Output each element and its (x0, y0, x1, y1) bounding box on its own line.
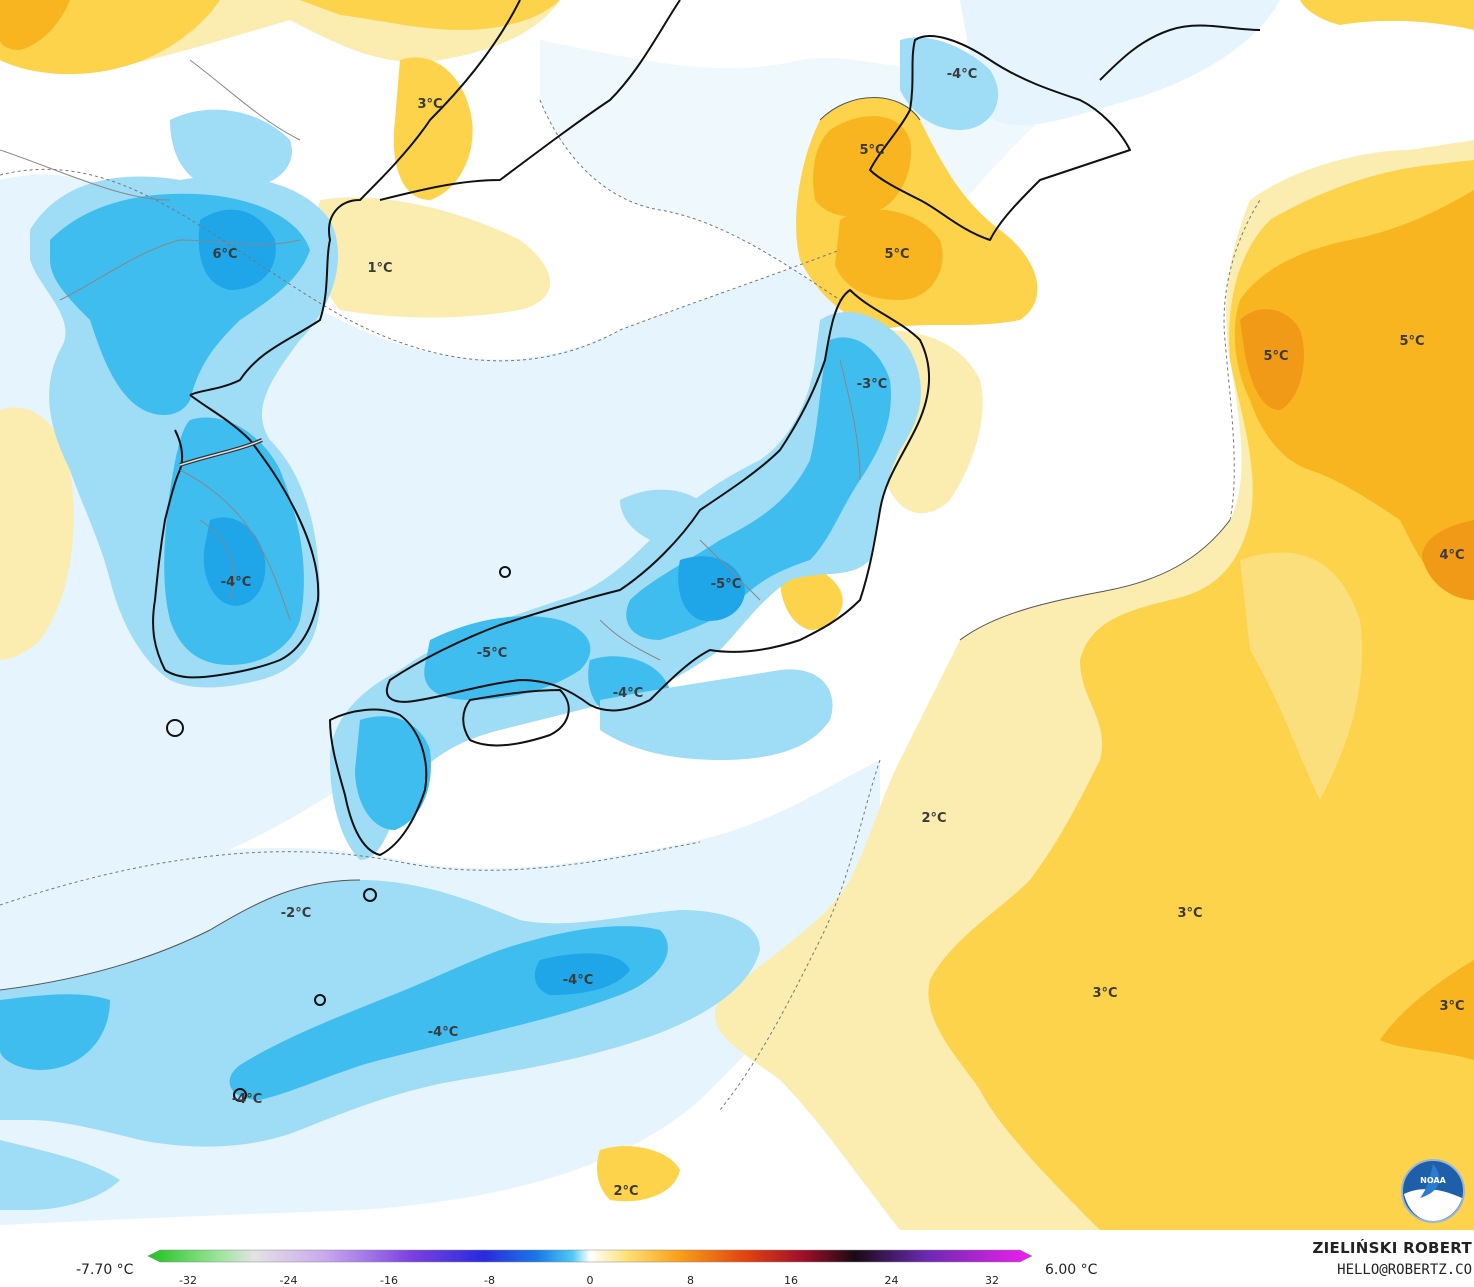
temp-label-pacific-south-1: 3°C (1177, 906, 1202, 921)
temp-label-pacific-north-1: 5°C (1263, 349, 1288, 364)
temp-label-kinki: -4°C (613, 686, 643, 701)
temp-label-hokkaido-south: 5°C (884, 247, 909, 262)
temp-label-pacific-southeast: 3°C (1439, 999, 1464, 1014)
temp-label-south-korea: -4°C (221, 575, 251, 590)
temp-label-chubu: -5°C (711, 577, 741, 592)
temp-label-okinawa: -4°C (232, 1092, 262, 1107)
legend-min-value: -7.70 °C (76, 1262, 134, 1278)
temp-label-tohoku: -3°C (857, 377, 887, 392)
temp-label-pacific-north-2: 5°C (1399, 334, 1424, 349)
temp-label-east-china-sea: -2°C (281, 906, 311, 921)
legend-max-value: 6.00 °C (1045, 1262, 1098, 1278)
temp-label-liaoning: 1°C (367, 261, 392, 276)
temp-label-far-east-russia-north: 3°C (417, 97, 442, 112)
temp-label-hokkaido-southwest: 5°C (859, 143, 884, 158)
legend-bar (0, 1230, 1474, 1287)
temp-label-ryukyu-north: -4°C (563, 973, 593, 988)
temperature-anomaly-map: 3°C 1°C 6°C -4°C 5°C 5°C -4°C -3°C -5°C -5°C -4°C 5… (0, 0, 1474, 1230)
temp-label-hokkaido-north: -4°C (947, 67, 977, 82)
author-email: HELLO@ROBERTZ.CO (1337, 1262, 1472, 1278)
temp-label-chugoku: -5°C (477, 646, 507, 661)
temp-label-philippine-sea: 2°C (613, 1184, 638, 1199)
temp-label-pacific-center: 2°C (921, 811, 946, 826)
temp-label-ryukyu-mid: -4°C (428, 1025, 458, 1040)
noaa-logo-text: NOAA (1420, 1176, 1446, 1185)
author-credit: ZIELIŃSKI ROBERT (1312, 1239, 1472, 1257)
temp-label-pacific-east: 4°C (1439, 548, 1464, 563)
temp-label-pacific-south-2: 3°C (1092, 986, 1117, 1001)
temp-label-north-korea: 6°C (212, 247, 237, 262)
noaa-logo: NOAA (1400, 1158, 1466, 1224)
map-canvas: 3°C 1°C 6°C -4°C 5°C 5°C -4°C -3°C -5°C -5°C -4°C 5… (0, 0, 1474, 1230)
